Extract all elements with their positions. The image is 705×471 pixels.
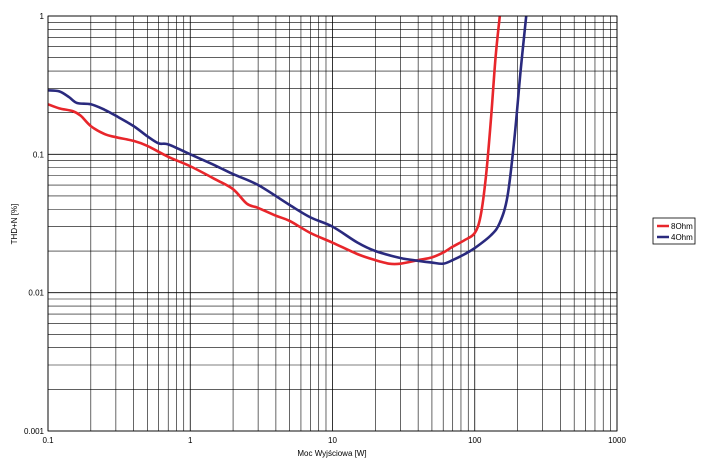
- x-tick-label: 10: [328, 436, 337, 445]
- series-line-4ohm: [48, 16, 528, 266]
- series-line-8ohm: [48, 16, 502, 266]
- y-tick-label: 1: [40, 12, 45, 21]
- y-axis-label: THD+N [%]: [10, 204, 19, 245]
- legend: 8Ohm 4Ohm: [652, 217, 696, 245]
- x-tick-label: 1: [188, 436, 193, 445]
- legend-box: [652, 217, 696, 245]
- x-tick-label: 100: [468, 436, 482, 445]
- x-axis-label: Moc Wyjściowa [W]: [297, 449, 366, 458]
- y-tick-label: 0.1: [33, 150, 45, 159]
- x-tick-label: 0.1: [42, 436, 54, 445]
- legend-label-8ohm: 8Ohm: [671, 222, 693, 231]
- y-tick-label: 0.001: [24, 427, 45, 436]
- plot-frame: [47, 15, 618, 432]
- axis-ticks: 0.1 1 10 100 1000 0.001 0.01 0.1 1: [24, 12, 626, 445]
- y-tick-label: 0.01: [28, 289, 44, 298]
- legend-label-4ohm: 4Ohm: [671, 233, 693, 242]
- x-tick-label: 1000: [608, 436, 626, 445]
- plot-series: [48, 16, 528, 266]
